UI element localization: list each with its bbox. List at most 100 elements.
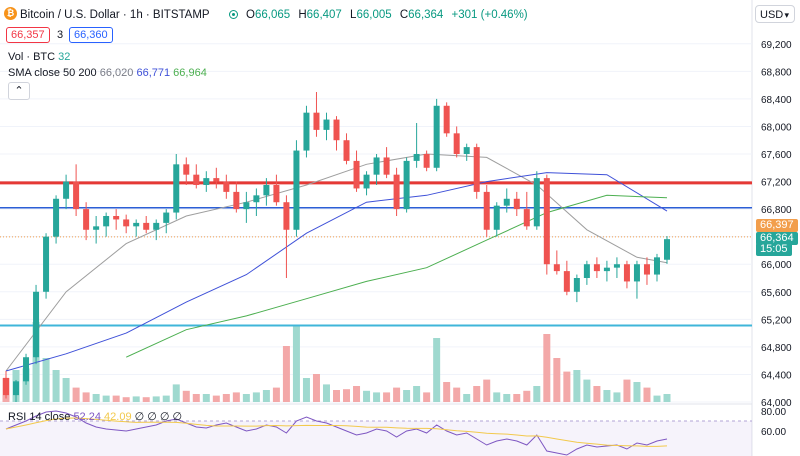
volume-value: 32 <box>58 51 71 63</box>
candle-body <box>303 112 310 151</box>
volume-bar <box>322 384 330 402</box>
volume-bar <box>383 392 391 402</box>
market-status-icon[interactable] <box>229 10 238 19</box>
candle-body <box>213 178 220 182</box>
volume-bar <box>523 390 531 402</box>
volume-bar <box>443 382 451 402</box>
volume-bar <box>403 390 411 402</box>
candle-body <box>513 198 520 210</box>
rsi-axis-label: 80.00 <box>761 407 786 418</box>
buy-button[interactable]: 66,360 <box>69 27 113 43</box>
volume-bar <box>573 370 581 402</box>
rsi-axis-label: 60.00 <box>761 427 786 438</box>
volume-bar <box>553 358 561 402</box>
volume-bar <box>423 392 431 402</box>
candle-body <box>453 133 460 154</box>
sma-value-3: 66,964 <box>173 67 207 79</box>
volume-bar <box>292 326 300 402</box>
volume-bar <box>583 379 591 402</box>
y-tick-label: 64,400 <box>761 370 792 381</box>
sma-legend[interactable]: SMA close 50 200 66,020 66,771 66,964 <box>8 66 207 80</box>
candle-body <box>423 154 430 168</box>
candle-body <box>623 264 630 282</box>
volume-bar <box>262 390 270 402</box>
sma-line-2 <box>5 172 668 372</box>
candle-body <box>653 257 660 275</box>
sma-label: SMA close 50 200 <box>8 67 97 79</box>
sell-button[interactable]: 66,357 <box>6 27 50 43</box>
candle-body <box>73 181 80 210</box>
bar-countdown: 15:05 <box>756 243 792 256</box>
candle-body <box>333 119 340 141</box>
candle-body <box>103 216 110 227</box>
candle-body <box>183 164 190 175</box>
currency-select[interactable]: USD ▾ <box>755 5 795 23</box>
volume-bar <box>623 379 631 402</box>
high-value: 66,407 <box>306 9 342 21</box>
volume-bar <box>363 390 371 402</box>
volume-bar <box>463 394 471 402</box>
candle-body <box>643 264 650 275</box>
y-tick-label: 65,600 <box>761 288 792 299</box>
volume-bar <box>282 346 290 402</box>
y-tick-label: 67,200 <box>761 178 792 189</box>
candle-body <box>163 212 170 223</box>
volume-legend[interactable]: Vol · BTC 32 <box>8 50 70 64</box>
sma-value-1: 66,020 <box>99 67 134 79</box>
volume-label: Vol · BTC <box>8 51 56 63</box>
candle-body <box>403 160 410 210</box>
volume-bar <box>493 392 501 402</box>
volume-bar <box>52 370 60 402</box>
volume-bar <box>202 394 210 402</box>
volume-bar <box>643 387 651 402</box>
volume-bar <box>252 392 260 402</box>
volume-bar <box>232 392 240 402</box>
candle-body <box>613 264 620 268</box>
volume-bar <box>413 386 421 402</box>
candle-body <box>293 150 300 230</box>
candle-body <box>33 291 40 358</box>
candle-body <box>233 191 240 210</box>
volume-bar <box>62 378 70 402</box>
candle-body <box>503 198 510 206</box>
rsi-legend[interactable]: RSI 14 close 52.24 42.09 ∅ ∅ ∅ ∅ <box>8 410 182 424</box>
collapse-legend-button[interactable]: ⌃ <box>8 82 30 100</box>
change-value: +301 (+0.46%) <box>451 9 528 21</box>
candle-body <box>273 185 280 203</box>
volume-bar <box>433 338 441 402</box>
y-tick-label: 68,800 <box>761 67 792 78</box>
rsi-hidden-icons: ∅ ∅ ∅ ∅ <box>134 411 183 423</box>
candle-body <box>373 157 380 175</box>
currency-value: USD <box>760 9 784 21</box>
symbol-title[interactable]: Bitcoin / U.S. Dollar · 1h · BITSTAMP <box>20 9 210 21</box>
candle-body <box>113 216 120 220</box>
candle-body <box>193 174 200 185</box>
low-label: L <box>350 9 357 21</box>
chevron-down-icon: ▾ <box>784 10 789 20</box>
candle-body <box>63 181 70 199</box>
candle-body <box>343 140 350 161</box>
candle-body <box>664 239 670 260</box>
volume-bar <box>152 396 160 402</box>
candle-body <box>573 278 580 292</box>
sma-value-2: 66,771 <box>136 67 171 79</box>
sma-line-3 <box>125 194 668 358</box>
candle-body <box>243 202 250 210</box>
y-tick-label: 68,000 <box>761 122 792 133</box>
candle-body <box>533 178 540 227</box>
rsi-value-1: 52.24 <box>73 411 101 423</box>
rsi-label: RSI 14 close <box>8 411 71 423</box>
rsi-value-2: 42.09 <box>104 411 132 423</box>
candle-body <box>83 209 90 230</box>
candle-body <box>523 209 530 227</box>
open-value: 66,065 <box>254 9 291 21</box>
volume-bar <box>112 395 120 402</box>
volume-bar <box>513 394 521 402</box>
last-price-tag: 66,364 <box>756 232 798 245</box>
volume-bar <box>142 397 150 402</box>
candle-body <box>253 195 260 203</box>
volume-bar <box>192 394 200 402</box>
volume-bar <box>182 390 190 402</box>
candle-body <box>53 198 60 237</box>
